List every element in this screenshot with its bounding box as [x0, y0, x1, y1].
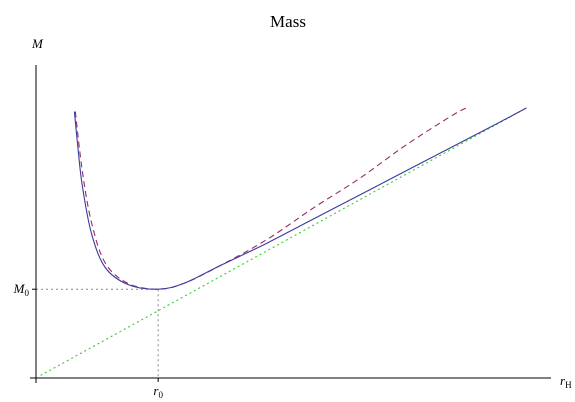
x-ticks: r0	[153, 378, 163, 400]
y-tick-label-0: M0	[13, 281, 30, 298]
x-axis-label-sub: H	[565, 380, 572, 390]
series-1-line	[74, 107, 467, 290]
y-ticks: M0	[13, 281, 36, 298]
series-0-line	[73, 107, 527, 290]
chart-title: Mass	[270, 12, 306, 31]
x-tick-label-0: r0	[153, 383, 163, 400]
x-axis-label-main: r	[560, 373, 566, 388]
y-axis-label: M	[31, 36, 44, 51]
x-axis-label: rH	[560, 373, 572, 390]
series-2-line	[40, 107, 527, 376]
series-layer	[40, 107, 527, 376]
guide-lines	[36, 288, 159, 378]
y-axis-label-main: M	[31, 36, 44, 51]
